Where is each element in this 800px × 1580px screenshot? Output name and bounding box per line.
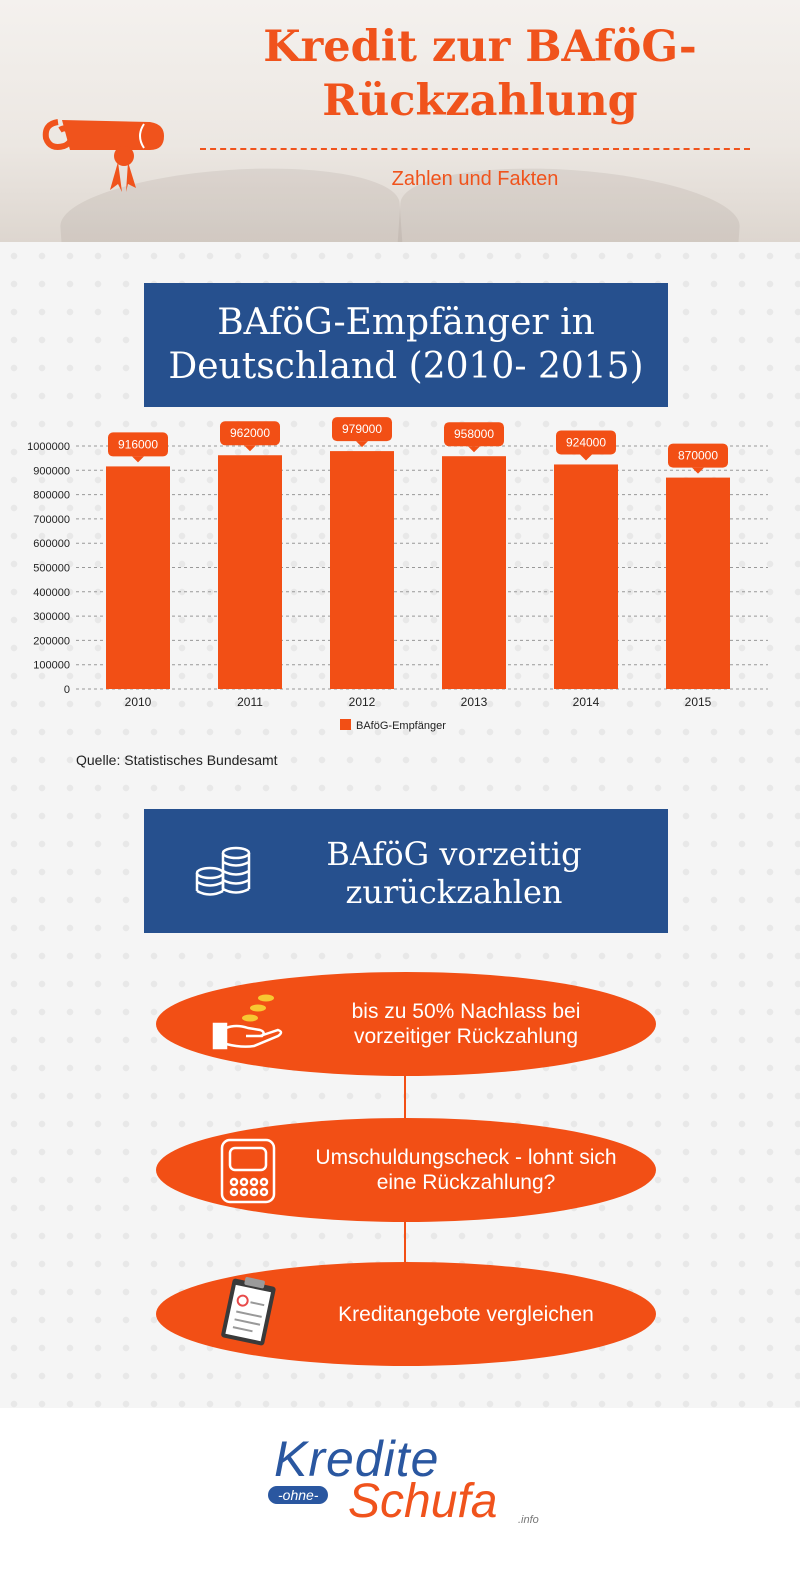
y-tick-label: 400000 — [33, 587, 70, 599]
x-tick-label: 2012 — [349, 695, 376, 709]
page-subtitle: Zahlen und Fakten — [391, 168, 559, 190]
benefit-discount-text: bis zu 50% Nachlass bei vorzeitiger Rück… — [351, 1000, 581, 1048]
logo-word-schufa: Schufa — [348, 1475, 498, 1528]
clipboard-icon — [221, 1277, 276, 1346]
chart-banner: BAföG-Empfänger in Deutschland (2010- 20… — [144, 283, 668, 407]
chart-banner-title: BAföG-Empfänger in Deutschland (2010- 20… — [168, 302, 644, 387]
x-tick-label: 2014 — [573, 695, 600, 709]
data-label: 924000 — [566, 435, 606, 449]
logo-word-kredite: Kredite — [274, 1431, 440, 1487]
data-label-bubble — [108, 432, 168, 457]
y-tick-label: 0 — [64, 684, 70, 696]
data-label-pointer — [692, 467, 704, 474]
y-tick-label: 200000 — [33, 635, 70, 647]
diploma-scroll-icon — [42, 119, 164, 192]
legend-label: BAföG-Empfänger — [356, 720, 446, 732]
x-tick-label: 2010 — [125, 695, 152, 709]
benefit-check: Umschuldungscheck - lohnt sich eine Rück… — [156, 1118, 656, 1222]
bar — [666, 477, 730, 689]
page-title: Kredit zur BAföG-Rückzahlung — [263, 22, 697, 126]
bar — [218, 455, 282, 689]
data-label: 958000 — [454, 427, 494, 441]
y-tick-label: 900000 — [33, 465, 70, 477]
data-label-pointer — [468, 446, 480, 453]
y-tick-label: 100000 — [33, 660, 70, 672]
data-label-pointer — [580, 454, 592, 461]
logo-suffix: .info — [518, 1514, 539, 1526]
data-label: 962000 — [230, 426, 270, 440]
data-label-pointer — [132, 456, 144, 463]
data-label-pointer — [356, 441, 368, 448]
x-tick-label: 2015 — [685, 695, 712, 709]
bar — [106, 466, 170, 689]
data-label-pointer — [244, 445, 256, 452]
repay-banner: BAföG vorzeitig zurückzahlen — [144, 809, 668, 933]
data-label-bubble — [444, 422, 504, 447]
data-label: 916000 — [118, 437, 158, 451]
y-tick-label: 700000 — [33, 514, 70, 526]
data-label: 979000 — [342, 422, 382, 436]
title-divider — [200, 148, 750, 150]
hand-coins-icon — [212, 994, 283, 1050]
bar — [554, 464, 618, 689]
chart-source: Quelle: Statistisches Bundesamt — [76, 752, 278, 768]
data-label-bubble — [556, 430, 616, 455]
bar-chart: 0 100000 200000 300000 400000 500000 600000 700… — [27, 417, 768, 732]
benefit-compare: Kreditangebote vergleichen — [156, 1262, 656, 1366]
legend-swatch — [340, 719, 351, 730]
connector-line — [404, 1222, 406, 1262]
benefit-compare-text: Kreditangebote vergleichen — [338, 1303, 594, 1326]
benefit-check-text: Umschuldungscheck - lohnt sich eine Rück… — [315, 1146, 617, 1194]
benefit-discount: bis zu 50% Nachlass bei vorzeitiger Rück… — [156, 972, 656, 1076]
y-tick-label: 500000 — [33, 563, 70, 575]
coins-stack-icon — [195, 846, 251, 896]
x-tick-label: 2011 — [237, 695, 263, 709]
x-tick-label: 2013 — [461, 695, 488, 709]
repay-banner-title: BAföG vorzeitig zurückzahlen — [326, 835, 582, 911]
y-tick-label: 300000 — [33, 611, 70, 623]
y-tick-label: 600000 — [33, 538, 70, 550]
bar — [442, 456, 506, 689]
calculator-icon — [220, 1138, 276, 1204]
brand-logo[interactable]: Kredite -ohne- Schufa .info — [250, 1430, 570, 1540]
data-label: 870000 — [678, 449, 718, 463]
data-label-bubble — [332, 417, 392, 442]
data-label-bubble — [220, 421, 280, 446]
header: Kredit zur BAföG-Rückzahlung Zahlen und … — [0, 0, 800, 242]
connector-line — [404, 1076, 406, 1118]
y-tick-label: 800000 — [33, 490, 70, 502]
data-label-bubble — [668, 443, 728, 468]
bar — [330, 451, 394, 689]
y-tick-label: 1000000 — [27, 441, 70, 453]
logo-word-ohne: -ohne- — [268, 1486, 329, 1504]
